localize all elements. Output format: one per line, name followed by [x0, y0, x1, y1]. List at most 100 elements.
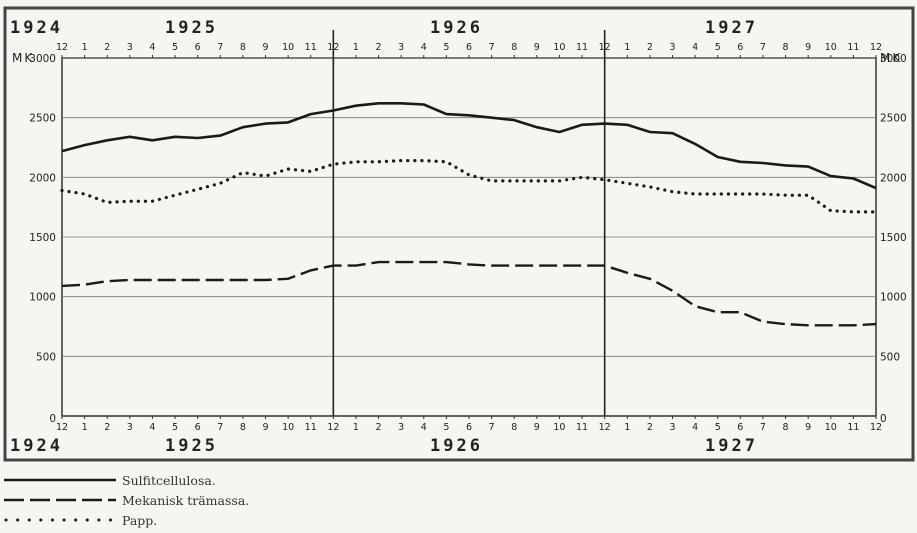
- legend-label: Sulfitcellulosa.: [122, 472, 216, 488]
- month-tick-label-bottom: 4: [692, 422, 698, 433]
- year-label-bottom: 1925: [165, 436, 218, 456]
- year-label-top: 1925: [165, 18, 218, 38]
- year-label-top: 1924: [10, 18, 63, 38]
- month-tick-label-bottom: 5: [443, 422, 449, 433]
- y-tick-label-right: 500: [880, 351, 900, 363]
- month-tick-label-top: 4: [149, 42, 155, 53]
- month-tick-label-top: 5: [443, 42, 449, 53]
- month-tick-label-bottom: 7: [217, 422, 223, 433]
- month-tick-label-top: 5: [715, 42, 721, 53]
- month-tick-label-bottom: 9: [534, 422, 540, 433]
- month-tick-label-bottom: 10: [282, 422, 294, 433]
- month-tick-label-bottom: 7: [489, 422, 495, 433]
- legend-label: Mekanisk trämassa.: [122, 492, 250, 508]
- y-tick-label-left: 2500: [29, 113, 56, 125]
- month-tick-label-bottom: 3: [127, 422, 133, 433]
- month-tick-label-top: 6: [737, 42, 743, 53]
- month-tick-label-bottom: 8: [511, 422, 517, 433]
- month-tick-label-top: 3: [398, 42, 404, 53]
- month-tick-label-bottom: 5: [172, 422, 178, 433]
- month-tick-label-top: 11: [305, 42, 317, 53]
- y-tick-label-right: 1500: [880, 232, 907, 244]
- series-line-solid: [61, 102, 877, 190]
- month-tick-label-top: 10: [825, 42, 837, 53]
- legend-swatch-solid: [4, 478, 116, 482]
- legend-item-mekanisk-tramassa: Mekanisk trämassa.: [4, 490, 604, 510]
- year-label-top: 1926: [430, 18, 483, 38]
- month-tick-label-bottom: 3: [669, 422, 675, 433]
- month-tick-label-bottom: 4: [149, 422, 155, 433]
- month-tick-label-top: 1: [353, 42, 359, 53]
- month-tick-label-top: 2: [647, 42, 653, 53]
- outer-border: [3, 6, 915, 462]
- y-tick-label-left: 3000: [29, 53, 56, 65]
- y-tick-label-left: 0: [49, 413, 56, 425]
- year-label-top: 1927: [705, 18, 758, 38]
- month-tick-label-top: 2: [376, 42, 382, 53]
- month-tick-label-top: 8: [240, 42, 246, 53]
- month-tick-label-bottom: 12: [327, 422, 339, 433]
- month-tick-label-bottom: 4: [421, 422, 427, 433]
- y-tick-label-left: 1000: [29, 292, 56, 304]
- legend-swatch-dashed: [4, 498, 116, 502]
- y-tick-label-right: 1000: [880, 292, 907, 304]
- y-tick-label-right: 3000: [880, 53, 907, 65]
- month-tick-label-bottom: 3: [398, 422, 404, 433]
- legend-swatch-dotted: [4, 518, 116, 522]
- month-tick-label-bottom: 9: [805, 422, 811, 433]
- month-tick-label-top: 8: [511, 42, 517, 53]
- month-tick-label-bottom: 1: [82, 422, 88, 433]
- month-tick-label-bottom: 6: [466, 422, 472, 433]
- month-tick-label-bottom: 2: [104, 422, 110, 433]
- month-tick-label-top: 12: [599, 42, 611, 53]
- series-line-dashed: [61, 260, 877, 327]
- month-tick-label-top: 9: [805, 42, 811, 53]
- y-tick-label-left: 500: [36, 351, 56, 363]
- month-tick-label-top: 8: [783, 42, 789, 53]
- month-tick-label-top: 7: [489, 42, 495, 53]
- legend-label: Papp.: [122, 512, 158, 528]
- year-label-bottom: 1926: [430, 436, 483, 456]
- month-tick-label-bottom: 6: [737, 422, 743, 433]
- month-tick-label-top: 6: [466, 42, 472, 53]
- month-tick-label-bottom: 8: [240, 422, 246, 433]
- month-tick-label-top: 6: [195, 42, 201, 53]
- month-tick-label-top: 2: [104, 42, 110, 53]
- month-tick-label-top: 7: [760, 42, 766, 53]
- month-tick-label-top: 12: [870, 42, 882, 53]
- series-line-dotted: [60, 159, 878, 214]
- month-tick-label-top: 3: [669, 42, 675, 53]
- month-tick-label-bottom: 11: [847, 422, 859, 433]
- month-tick-label-top: 11: [576, 42, 588, 53]
- legend: Sulfitcellulosa. Mekanisk trämassa. Papp…: [4, 470, 604, 530]
- y-tick-label-right: 0: [880, 413, 887, 425]
- month-tick-label-bottom: 11: [305, 422, 317, 433]
- legend-item-papp: Papp.: [4, 510, 604, 530]
- month-tick-label-top: 9: [534, 42, 540, 53]
- month-tick-label-bottom: 2: [647, 422, 653, 433]
- month-tick-label-bottom: 6: [195, 422, 201, 433]
- unit-label-right: MK: [880, 51, 902, 65]
- month-tick-label-bottom: 11: [576, 422, 588, 433]
- month-tick-label-top: 11: [847, 42, 859, 53]
- month-tick-label-top: 5: [172, 42, 178, 53]
- y-tick-label-right: 2500: [880, 113, 907, 125]
- month-tick-label-bottom: 7: [760, 422, 766, 433]
- month-tick-label-bottom: 10: [825, 422, 837, 433]
- month-tick-label-bottom: 10: [553, 422, 565, 433]
- month-tick-label-top: 12: [56, 42, 68, 53]
- y-tick-label-right: 2000: [880, 172, 907, 184]
- y-tick-label-left: 1500: [29, 232, 56, 244]
- month-tick-label-bottom: 1: [353, 422, 359, 433]
- month-tick-label-top: 12: [327, 42, 339, 53]
- month-tick-label-bottom: 12: [870, 422, 882, 433]
- month-tick-label-top: 1: [82, 42, 88, 53]
- month-tick-label-top: 3: [127, 42, 133, 53]
- y-tick-label-left: 2000: [29, 172, 56, 184]
- month-tick-label-bottom: 2: [376, 422, 382, 433]
- unit-label-left: MK: [12, 51, 34, 65]
- month-tick-label-top: 7: [217, 42, 223, 53]
- year-label-bottom: 1927: [705, 436, 758, 456]
- price-chart: 0 0 500 500 1000 1000 1500 1500 2000 2000 2500 2500…: [3, 6, 915, 462]
- month-tick-label-top: 9: [262, 42, 268, 53]
